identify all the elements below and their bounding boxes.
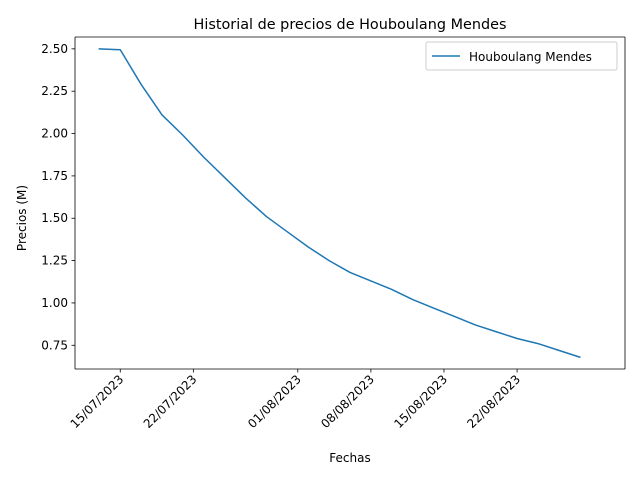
data-point — [328, 260, 330, 262]
data-point — [495, 331, 497, 333]
data-point — [245, 197, 247, 199]
legend-box — [425, 41, 618, 71]
series-line-0 — [98, 48, 581, 359]
data-point — [537, 343, 539, 345]
legend-label: Houboulang Mendes — [469, 50, 592, 64]
data-point — [224, 177, 226, 179]
data-point — [475, 324, 477, 326]
y-tick-label: 2.25 — [41, 84, 68, 98]
legend: Houboulang Mendes — [425, 41, 618, 71]
data-point — [99, 48, 101, 50]
y-axis: 0.75 1.00 1.25 1.50 1.75 2.00 2.25 2.50 — [41, 42, 75, 352]
data-point — [203, 157, 205, 159]
data-point — [349, 272, 351, 274]
y-axis-title: Precios (M) — [15, 185, 29, 251]
data-point — [120, 49, 122, 51]
data-point — [579, 356, 581, 358]
y-tick-label: 2.50 — [41, 42, 68, 56]
data-point — [370, 280, 372, 282]
data-point — [454, 316, 456, 318]
plot-area — [75, 37, 625, 369]
axes-frame — [74, 36, 626, 370]
data-point — [412, 299, 414, 301]
y-tick-label: 0.75 — [41, 338, 68, 352]
x-axis-title: Fechas — [329, 451, 370, 465]
data-point — [433, 307, 435, 309]
y-tick-label: 1.75 — [41, 169, 68, 183]
y-tick-label: 2.00 — [41, 127, 68, 141]
series-layer — [98, 48, 581, 359]
data-point — [266, 216, 268, 218]
data-point — [287, 231, 289, 233]
data-point — [558, 350, 560, 352]
data-point — [140, 84, 142, 86]
data-point — [161, 114, 163, 116]
data-point — [391, 289, 393, 291]
y-tick-label: 1.50 — [41, 211, 68, 225]
data-point — [516, 338, 518, 340]
y-tick-label: 1.00 — [41, 296, 68, 310]
data-point — [307, 246, 309, 248]
y-tick-label: 1.25 — [41, 254, 68, 268]
data-point — [182, 134, 184, 136]
chart-title: Historial de precios de Houboulang Mende… — [194, 17, 507, 33]
